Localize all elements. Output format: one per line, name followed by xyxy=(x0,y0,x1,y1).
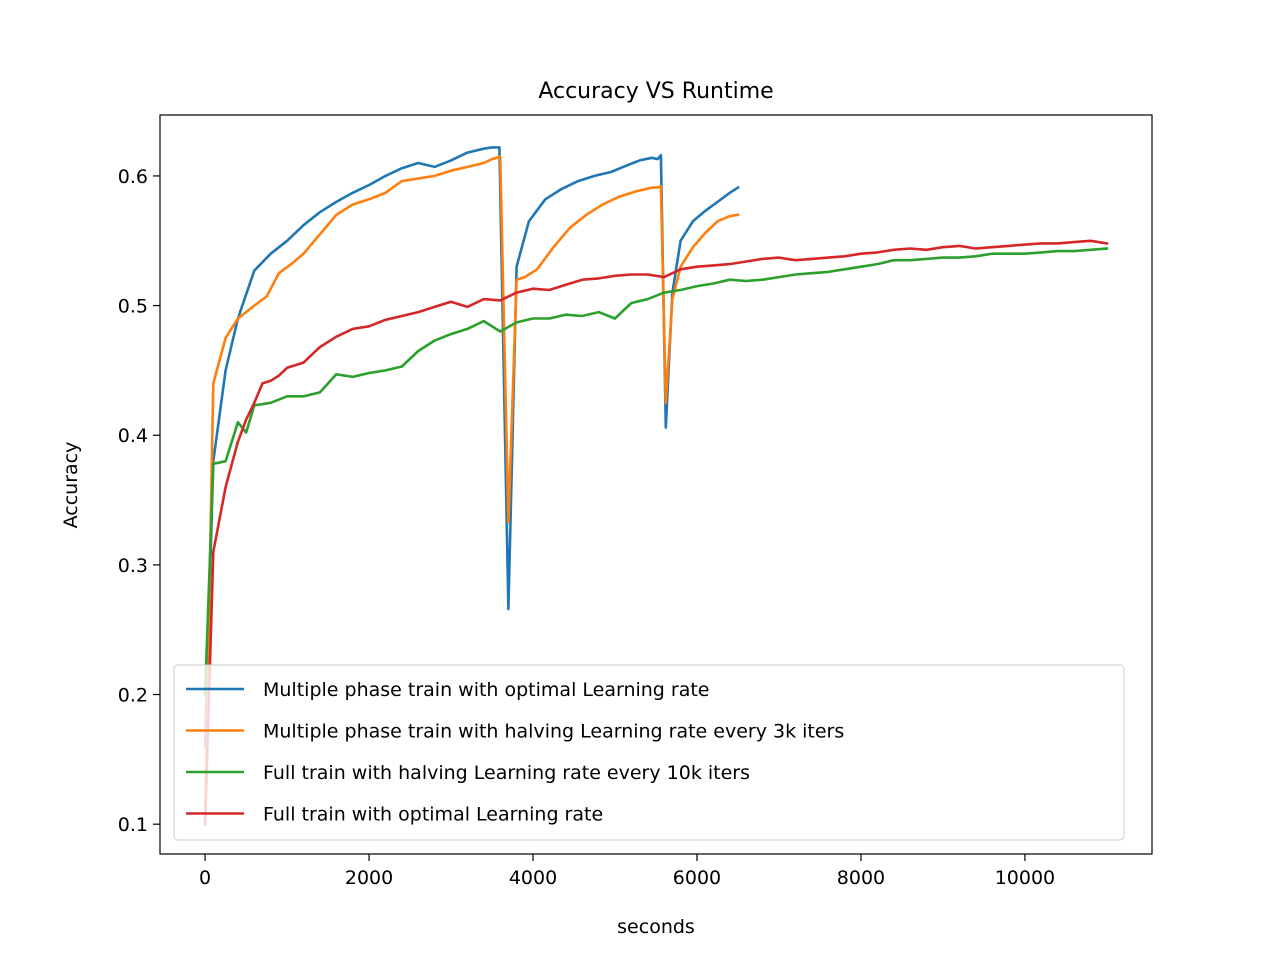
legend-label-4: Full train with optimal Learning rate xyxy=(263,804,603,826)
series-line-3 xyxy=(203,247,1109,696)
y-axis-label: Accuracy xyxy=(60,442,82,529)
y-tick-label: 0.1 xyxy=(118,814,148,836)
legend-label-2: Multiple phase train with halving Learni… xyxy=(263,721,844,743)
series-line-4 xyxy=(203,239,1109,826)
legend: Multiple phase train with optimal Learni… xyxy=(173,664,1125,841)
y-tick-label: 0.4 xyxy=(118,425,148,447)
legend-label-3: Full train with halving Learning rate ev… xyxy=(263,762,750,784)
x-tick-label: 10000 xyxy=(995,867,1055,889)
x-tick-label: 8000 xyxy=(837,867,885,889)
x-axis-label: seconds xyxy=(617,916,695,938)
series-line-2 xyxy=(203,155,740,826)
y-tick-label: 0.6 xyxy=(118,166,148,188)
x-tick-label: 6000 xyxy=(673,867,721,889)
x-tick-label: 0 xyxy=(199,867,211,889)
y-axis-ticks: 0.1 0.2 0.3 0.4 0.5 0.6 xyxy=(118,166,160,836)
y-tick-label: 0.5 xyxy=(118,296,148,318)
x-tick-label: 4000 xyxy=(509,867,557,889)
chart-title: Accuracy VS Runtime xyxy=(538,79,773,104)
legend-box xyxy=(173,664,1125,841)
x-tick-label: 2000 xyxy=(345,867,393,889)
legend-label-1: Multiple phase train with optimal Learni… xyxy=(263,679,710,701)
plot-frame xyxy=(159,114,1153,855)
y-tick-label: 0.3 xyxy=(118,555,148,577)
y-tick-label: 0.2 xyxy=(118,685,148,707)
series-layer xyxy=(203,146,1109,826)
x-axis-ticks: 0 2000 4000 6000 8000 10000 xyxy=(199,854,1055,889)
